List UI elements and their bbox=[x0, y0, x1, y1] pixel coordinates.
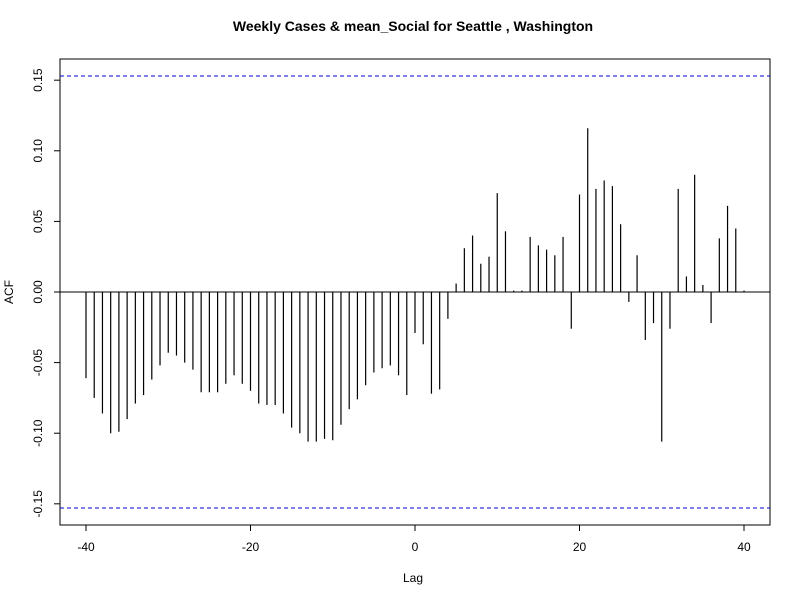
y-axis-label: ACF bbox=[2, 280, 16, 304]
acf-bars bbox=[85, 128, 745, 442]
x-tick-label: 20 bbox=[573, 540, 587, 554]
confidence-bands bbox=[60, 75, 770, 509]
y-tick-label: -0.10 bbox=[31, 419, 45, 447]
y-tick-label: -0.05 bbox=[31, 349, 45, 377]
y-axis: -0.15 -0.10 -0.05 0.00 0.05 0.10 0.15 bbox=[31, 68, 61, 518]
x-tick-label: 40 bbox=[737, 540, 751, 554]
x-axis: -40 -20 0 20 40 bbox=[77, 524, 751, 554]
chart-title: Weekly Cases & mean_Social for Seattle ,… bbox=[233, 18, 593, 34]
y-tick-label: -0.15 bbox=[31, 490, 45, 518]
y-tick-label: 0.00 bbox=[31, 280, 45, 304]
x-tick-label: 0 bbox=[412, 540, 419, 554]
x-tick-label: -40 bbox=[77, 540, 95, 554]
x-axis-label: Lag bbox=[403, 571, 423, 585]
y-tick-label: 0.10 bbox=[31, 139, 45, 163]
x-tick-label: -20 bbox=[242, 540, 260, 554]
y-tick-label: 0.05 bbox=[31, 209, 45, 233]
y-tick-label: 0.15 bbox=[31, 68, 45, 92]
